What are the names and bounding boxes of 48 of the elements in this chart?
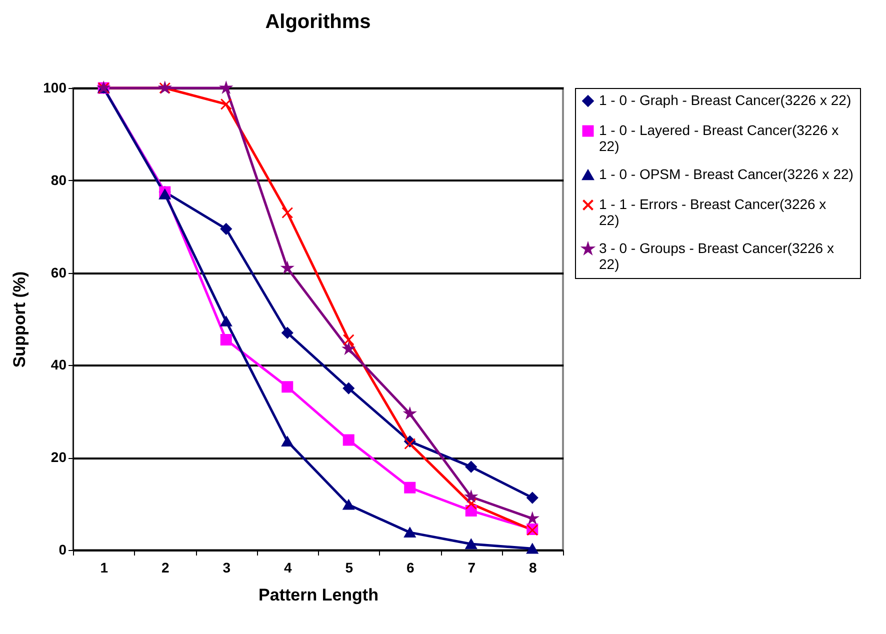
point (466, 491, 477, 502)
point (404, 527, 416, 538)
point (465, 461, 477, 473)
point (220, 334, 232, 346)
point (342, 334, 354, 346)
y-tick-label: 40 (50, 356, 67, 373)
point (282, 381, 294, 393)
chart-title: Algorithms (265, 11, 371, 33)
legend-label: 1 - 1 - Errors - Breast Cancer(3226 x 22) (599, 196, 826, 228)
point (342, 500, 354, 510)
point (404, 482, 416, 494)
y-tick-label: 60 (50, 264, 67, 280)
point (526, 492, 538, 504)
x-tick-label: 2 (161, 560, 170, 576)
y-tick-label: 0 (58, 542, 67, 558)
point (465, 498, 477, 510)
point (220, 223, 232, 235)
point (342, 434, 354, 446)
point (526, 544, 538, 554)
point (342, 382, 354, 394)
x-tick-label: 8 (528, 560, 537, 576)
point (220, 316, 232, 326)
x-tick-label: 3 (222, 560, 231, 576)
point (220, 98, 232, 110)
x-tick-label: 4 (284, 560, 292, 576)
legend-label: 1 - 0 - Graph - Breast Cancer(3226 x 22) (599, 92, 852, 108)
point (159, 189, 171, 200)
point (282, 206, 294, 218)
point (220, 82, 232, 93)
point (465, 538, 477, 550)
x-tick-label: 1 (100, 560, 108, 576)
point (282, 327, 294, 339)
y-tick-label: 20 (50, 449, 67, 466)
y-tick-label: 80 (50, 172, 67, 188)
y-axis-title: Support (%) (10, 271, 30, 368)
x-tick-label: 5 (345, 560, 354, 576)
legend-label: 1 - 0 - Layered - Breast Cancer(3226 x 22) (599, 122, 839, 154)
point (404, 408, 416, 419)
x-tick-label: 6 (406, 560, 414, 576)
y-tick-label: 100 (43, 80, 67, 96)
legend-label: 3 - 0 - Groups - Breast Cancer(3226 x 22) (599, 240, 834, 272)
point (343, 343, 354, 354)
point (282, 436, 294, 447)
point (282, 262, 293, 273)
point (526, 512, 538, 524)
x-axis-title: Pattern Length (258, 586, 378, 604)
x-tick-label: 7 (468, 560, 476, 576)
legend-label: 1 - 0 - OPSM - Breast Cancer(3226 x 22) (599, 166, 854, 182)
